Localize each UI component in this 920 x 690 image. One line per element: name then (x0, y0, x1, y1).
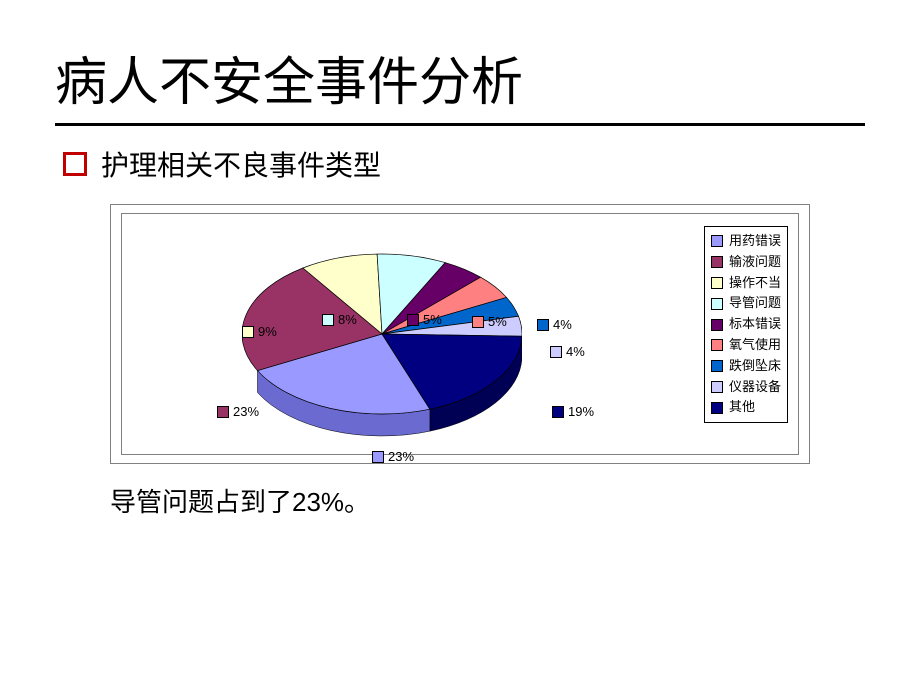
swatch-icon (550, 346, 562, 358)
legend-label: 导管问题 (729, 293, 781, 314)
swatch-icon (711, 360, 723, 372)
slice-label: 5% (472, 314, 507, 329)
bullet-icon (63, 152, 87, 176)
slice-label-text: 5% (423, 312, 442, 327)
swatch-icon (372, 451, 384, 463)
swatch-icon (711, 381, 723, 393)
chart-area: 23%23%9%8%5%5%4%4%19% 用药错误输液问题操作不当导管问题标本… (121, 213, 799, 455)
slice-label-text: 23% (388, 449, 414, 464)
swatch-icon (472, 316, 484, 328)
swatch-icon (711, 339, 723, 351)
slice-label-text: 4% (553, 317, 572, 332)
swatch-icon (711, 298, 723, 310)
legend-label: 操作不当 (729, 273, 781, 294)
legend-item: 标本错误 (711, 314, 781, 335)
legend-label: 仪器设备 (729, 377, 781, 398)
legend-label: 氧气使用 (729, 335, 781, 356)
legend-item: 用药错误 (711, 231, 781, 252)
subtitle-row: 护理相关不良事件类型 (55, 144, 865, 184)
legend-label: 用药错误 (729, 231, 781, 252)
legend-item: 仪器设备 (711, 377, 781, 398)
legend-item: 输液问题 (711, 252, 781, 273)
slice-label-text: 8% (338, 312, 357, 327)
chart-frame: 23% 23% 9% 8% 5% 5% 4% 4% 19% 用药错误输液问题操作不当导管问题标本… (110, 204, 810, 464)
pie-chart: 23%23%9%8%5%5%4%4%19% (242, 244, 522, 424)
slice-label: 9% (242, 324, 277, 339)
legend-label: 输液问题 (729, 252, 781, 273)
slice-label-text: 4% (566, 344, 585, 359)
slice-label: 5% (407, 312, 442, 327)
swatch-icon (711, 256, 723, 268)
slice-label-text: 9% (258, 324, 277, 339)
slide-title: 病人不安全事件分析 (55, 40, 865, 115)
slice-label-text: 19% (568, 404, 594, 419)
slice-label: 19% (552, 404, 594, 419)
slice-label-text: 23% (233, 404, 259, 419)
legend-label: 跌倒坠床 (729, 356, 781, 377)
subtitle-text: 护理相关不良事件类型 (101, 144, 381, 184)
swatch-icon (537, 319, 549, 331)
swatch-icon (711, 402, 723, 414)
legend: 用药错误输液问题操作不当导管问题标本错误氧气使用跌倒坠床仪器设备其他 (704, 226, 788, 423)
legend-item: 其他 (711, 397, 781, 418)
pie-3d-top (242, 244, 522, 424)
swatch-icon (242, 326, 254, 338)
title-underline (55, 123, 865, 126)
swatch-icon (322, 314, 334, 326)
slice-label-text: 5% (488, 314, 507, 329)
swatch-icon (217, 406, 229, 418)
slice-label: 4% (537, 317, 572, 332)
slice-label: 4% (550, 344, 585, 359)
slice-label: 23% (372, 449, 414, 464)
slice-label: 23% (217, 404, 259, 419)
legend-item: 操作不当 (711, 273, 781, 294)
swatch-icon (711, 235, 723, 247)
slice-label: 8% (322, 312, 357, 327)
legend-item: 导管问题 (711, 293, 781, 314)
legend-item: 氧气使用 (711, 335, 781, 356)
slide: 病人不安全事件分析 护理相关不良事件类型 23% 23% 9% 8% 5% 5% 4% 4% 1… (0, 0, 920, 690)
legend-label: 标本错误 (729, 314, 781, 335)
swatch-icon (407, 314, 419, 326)
legend-label: 其他 (729, 397, 755, 418)
swatch-icon (552, 406, 564, 418)
caption-text: 导管问题占到了23%。 (55, 482, 865, 519)
legend-item: 跌倒坠床 (711, 356, 781, 377)
swatch-icon (711, 277, 723, 289)
swatch-icon (711, 319, 723, 331)
